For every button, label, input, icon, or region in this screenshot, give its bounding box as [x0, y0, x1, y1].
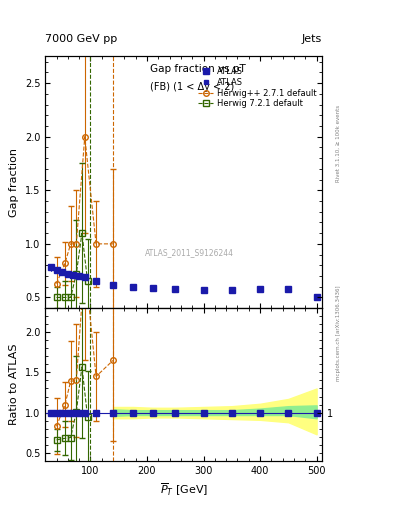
Text: (FB) (1 < Δy < 2): (FB) (1 < Δy < 2): [151, 81, 235, 92]
Y-axis label: Gap fraction: Gap fraction: [9, 148, 19, 217]
Y-axis label: Ratio to ATLAS: Ratio to ATLAS: [9, 344, 19, 425]
Text: Gap fraction vs pT: Gap fraction vs pT: [151, 64, 246, 74]
Text: mcplots.cern.ch [arXiv:1306.3436]: mcplots.cern.ch [arXiv:1306.3436]: [336, 285, 341, 380]
X-axis label: $\overline{P}_T$ [GeV]: $\overline{P}_T$ [GeV]: [160, 481, 208, 498]
Text: Jets: Jets: [302, 33, 322, 44]
Text: 7000 GeV pp: 7000 GeV pp: [45, 33, 118, 44]
Text: ATLAS_2011_S9126244: ATLAS_2011_S9126244: [145, 248, 234, 257]
Text: Rivet 3.1.10, ≥ 100k events: Rivet 3.1.10, ≥ 100k events: [336, 105, 341, 182]
Legend: ATLAS, ATLAS, Herwig++ 2.7.1 default, Herwig 7.2.1 default: ATLAS, ATLAS, Herwig++ 2.7.1 default, He…: [197, 66, 318, 110]
